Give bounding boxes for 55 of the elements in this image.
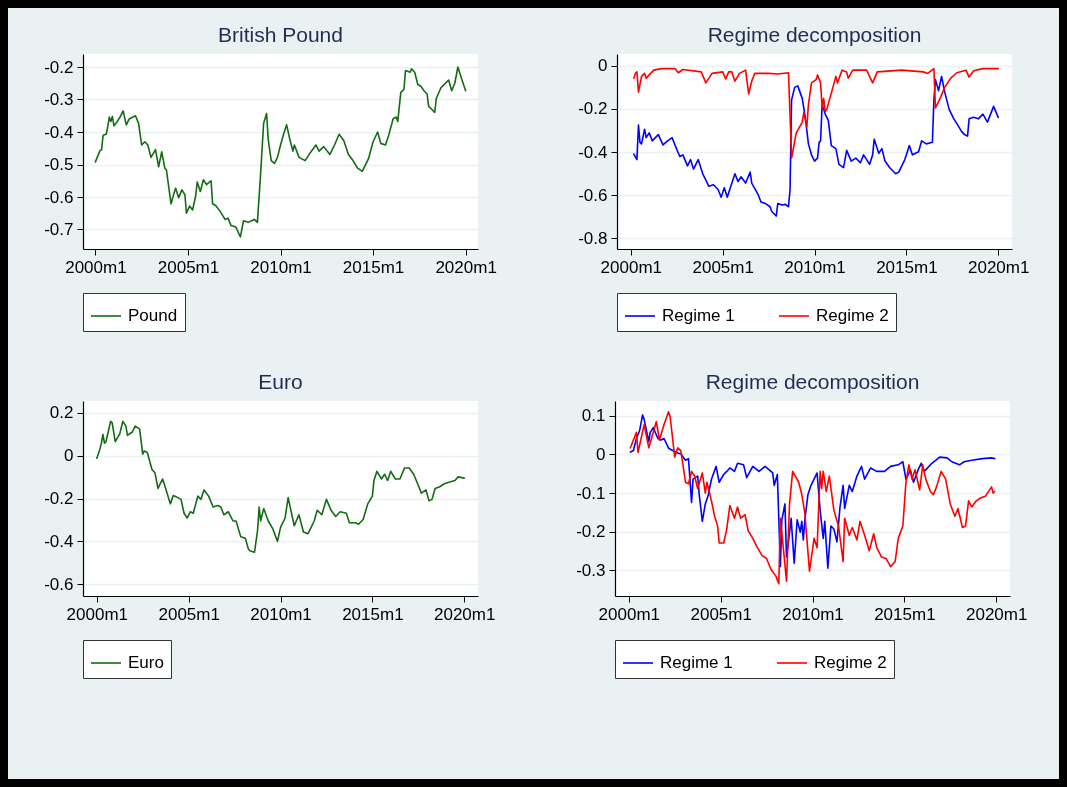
x-tick-label: 2005m1 bbox=[692, 257, 754, 277]
y-tick-label: -0.6 bbox=[44, 574, 74, 594]
y-tick-label: -0.5 bbox=[44, 155, 74, 174]
y-tick-label: -0.4 bbox=[578, 142, 608, 162]
line-series bbox=[94, 66, 467, 238]
y-tick-label: -0.2 bbox=[576, 522, 606, 542]
y-tick-label: 0.1 bbox=[581, 406, 606, 426]
x-tick-label: 2020m1 bbox=[968, 257, 1030, 277]
y-tick-label: 0.2 bbox=[49, 403, 74, 423]
legend-label: Euro bbox=[128, 653, 164, 672]
y-tick-label: 0 bbox=[64, 446, 74, 466]
x-tick-label: 2010m1 bbox=[250, 257, 312, 277]
legend-label: Pound bbox=[128, 306, 178, 325]
y-tick-label: -0.3 bbox=[576, 560, 606, 580]
y-tick-label: -0.4 bbox=[44, 122, 74, 142]
x-tick-label: 2010m1 bbox=[784, 257, 846, 277]
x-tick-label: 2020m1 bbox=[435, 257, 497, 277]
x-tick-label: 2020m1 bbox=[966, 604, 1028, 624]
legend-label: Regime 1 bbox=[660, 653, 733, 672]
y-tick-label: -0.2 bbox=[44, 57, 74, 77]
x-tick-label: 2015m1 bbox=[874, 604, 936, 624]
y-tick-label: 0 bbox=[596, 444, 606, 464]
y-tick-label: -0.7 bbox=[44, 220, 74, 239]
legend-label: Regime 2 bbox=[814, 653, 887, 672]
legend-label: Regime 2 bbox=[816, 306, 889, 325]
x-tick-label: 2005m1 bbox=[157, 257, 220, 277]
x-tick-label: 2010m1 bbox=[782, 604, 844, 624]
chart-title: British Pound bbox=[218, 23, 343, 46]
chart-title: Regime decomposition bbox=[707, 23, 922, 46]
x-tick-label: 2000m1 bbox=[598, 604, 661, 624]
y-tick-label: -0.2 bbox=[578, 99, 608, 119]
y-tick-label: -0.6 bbox=[44, 187, 74, 207]
y-tick-label: -0.2 bbox=[44, 489, 74, 508]
x-tick-label: 2000m1 bbox=[66, 604, 129, 624]
chart-title: Regime decomposition bbox=[705, 370, 920, 393]
x-tick-label: 2010m1 bbox=[250, 604, 312, 624]
x-tick-label: 2000m1 bbox=[600, 257, 663, 277]
y-tick-label: -0.1 bbox=[576, 483, 606, 503]
x-tick-label: 2015m1 bbox=[876, 257, 938, 277]
line-series bbox=[633, 67, 1000, 159]
x-tick-label: 2005m1 bbox=[690, 604, 752, 624]
x-tick-label: 2005m1 bbox=[158, 604, 220, 624]
line-series bbox=[633, 75, 1000, 217]
y-tick-label: 0 bbox=[598, 56, 608, 76]
y-tick-label: -0.4 bbox=[44, 531, 74, 551]
x-tick-label: 2020m1 bbox=[434, 604, 496, 624]
x-tick-label: 2015m1 bbox=[342, 604, 404, 624]
legend-label: Regime 1 bbox=[662, 306, 735, 325]
x-tick-label: 2015m1 bbox=[342, 257, 405, 277]
x-tick-label: 2000m1 bbox=[65, 257, 127, 277]
y-tick-label: -0.6 bbox=[578, 185, 608, 205]
chart-title: Euro bbox=[258, 370, 303, 393]
y-tick-label: -0.8 bbox=[578, 228, 608, 248]
line-series bbox=[96, 420, 466, 554]
y-tick-label: -0.3 bbox=[44, 90, 74, 109]
